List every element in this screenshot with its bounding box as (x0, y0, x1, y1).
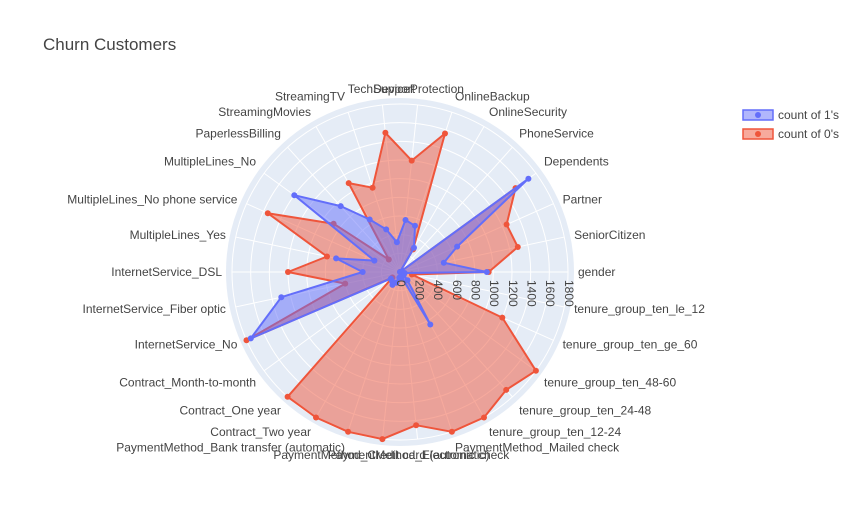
data-point[interactable] (412, 222, 418, 229)
data-point[interactable] (366, 216, 373, 223)
radial-tick-label: 600 (450, 280, 464, 300)
category-label: InternetService_DSL (111, 265, 222, 279)
data-point[interactable] (393, 279, 400, 286)
category-label: PaymentMethod_Mailed check (455, 440, 620, 454)
category-label: StreamingMovies (218, 105, 311, 119)
angular-grid-line (399, 271, 565, 308)
data-point[interactable] (284, 393, 291, 400)
series-layer (243, 129, 539, 443)
data-point[interactable] (532, 367, 539, 374)
category-label: InternetService_Fiber optic (82, 302, 225, 316)
category-label: PaymentMethod_Bank transfer (automatic) (116, 440, 345, 454)
radial-tick-label: 1200 (506, 280, 520, 307)
data-point[interactable] (383, 226, 390, 233)
legend-label: count of 0's (778, 127, 839, 141)
category-label: tenure_group_ten_le_12 (574, 302, 705, 316)
data-point[interactable] (333, 255, 340, 262)
angular-grid-line (263, 271, 401, 372)
category-label: gender (578, 265, 615, 279)
data-point[interactable] (379, 436, 386, 443)
data-point[interactable] (503, 386, 510, 393)
data-point[interactable] (404, 277, 411, 284)
category-label: MultipleLines_No (164, 154, 256, 168)
category-label: PaymentMethod_Credit card (automatic) (273, 448, 489, 462)
series-count-of-1s (247, 175, 532, 342)
data-point[interactable] (345, 428, 352, 435)
data-point[interactable] (448, 428, 455, 435)
category-label: OnlineBackup (455, 90, 530, 104)
radial-tick-label: 1800 (562, 280, 576, 307)
data-point[interactable] (371, 257, 378, 264)
radial-tick-label: 800 (468, 280, 482, 300)
data-point[interactable] (408, 157, 415, 164)
legend-item[interactable]: count of 1's (742, 108, 839, 122)
category-label: OnlineSecurity (489, 105, 567, 119)
chart-title: Churn Customers (43, 35, 176, 54)
data-point[interactable] (324, 253, 330, 260)
data-point[interactable] (345, 180, 352, 187)
radial-tick-label: 400 (431, 280, 445, 300)
legend[interactable]: count of 1's count of 0's (742, 108, 839, 141)
category-label: PhoneService (519, 127, 594, 141)
radial-tick-label: 1600 (543, 280, 557, 307)
category-label: Partner (563, 193, 602, 207)
category-label: Contract_Two year (210, 425, 311, 439)
category-label: Contract_One year (180, 403, 281, 417)
category-label: DeviceProtection (373, 82, 464, 96)
category-label: SeniorCitizen (574, 228, 645, 242)
data-point[interactable] (525, 175, 532, 182)
polar-outer-ring (226, 98, 574, 446)
data-point[interactable] (393, 239, 400, 246)
angular-tick-labels: gender SeniorCitizen Partner Dependents Phon… (67, 82, 705, 462)
category-label: PaymentMethod_Electronic check (328, 448, 510, 462)
data-point[interactable] (285, 269, 291, 275)
category-label: tenure_group_ten_12-24 (489, 425, 621, 439)
data-point[interactable] (503, 221, 510, 228)
radial-tick-label: 1000 (487, 280, 501, 307)
angular-grid-line (399, 146, 513, 273)
data-point[interactable] (454, 243, 461, 250)
radial-tick-label: 1400 (524, 280, 538, 307)
category-label: tenure_group_ten_ge_60 (563, 337, 698, 351)
data-point[interactable] (442, 130, 448, 137)
data-point[interactable] (264, 210, 271, 217)
legend-item[interactable]: count of 0's (742, 127, 839, 141)
legend-label: count of 1's (778, 108, 839, 122)
data-point[interactable] (481, 414, 487, 421)
category-label: PaperlessBilling (196, 127, 281, 141)
data-point[interactable] (401, 270, 408, 276)
data-point[interactable] (382, 129, 389, 136)
category-label: Dependents (544, 154, 609, 168)
radial-tick-label: 0 (394, 280, 408, 287)
radial-tick-labels: 0 200 400 600 800 1000 1200 1400 1600 1800 (394, 280, 576, 307)
data-point[interactable] (483, 269, 490, 275)
data-point[interactable] (247, 335, 254, 342)
data-point[interactable] (337, 203, 344, 210)
category-label: StreamingTV (275, 90, 345, 104)
legend-marker (755, 112, 761, 118)
data-point[interactable] (291, 192, 298, 199)
data-point[interactable] (440, 259, 447, 266)
legend-marker (755, 131, 761, 137)
category-label: Contract_Month-to-month (119, 376, 256, 390)
category-label: TechSupport (348, 82, 416, 96)
data-point[interactable] (499, 314, 506, 321)
category-label: MultipleLines_Yes (130, 228, 226, 242)
data-point[interactable] (359, 269, 366, 275)
data-point[interactable] (402, 217, 409, 223)
data-point[interactable] (313, 414, 319, 421)
data-point[interactable] (427, 321, 434, 328)
category-label: tenure_group_ten_24-48 (519, 403, 651, 417)
data-point[interactable] (369, 184, 376, 191)
data-point[interactable] (411, 244, 417, 251)
data-point[interactable] (278, 294, 285, 301)
category-label: tenure_group_ten_48-60 (544, 376, 676, 390)
data-point[interactable] (413, 422, 420, 429)
radial-tick-label: 200 (412, 280, 426, 300)
category-label: InternetService_No (135, 337, 238, 351)
data-point[interactable] (514, 244, 521, 250)
category-label: MultipleLines_No phone service (67, 193, 237, 207)
